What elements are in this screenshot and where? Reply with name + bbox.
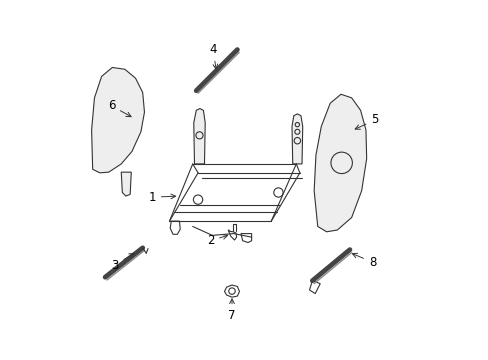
- Polygon shape: [121, 172, 131, 196]
- Polygon shape: [224, 285, 239, 297]
- Text: 3: 3: [111, 253, 134, 271]
- Polygon shape: [193, 109, 205, 164]
- Polygon shape: [91, 67, 144, 173]
- Text: 2: 2: [206, 234, 227, 247]
- Polygon shape: [309, 281, 320, 294]
- Text: 1: 1: [148, 191, 175, 204]
- Text: 4: 4: [209, 43, 217, 69]
- Text: 7: 7: [228, 299, 235, 322]
- Text: 6: 6: [107, 99, 131, 117]
- Polygon shape: [241, 234, 251, 243]
- Polygon shape: [291, 114, 302, 164]
- Text: 5: 5: [354, 113, 378, 129]
- Polygon shape: [313, 94, 366, 232]
- Polygon shape: [170, 221, 180, 234]
- Text: 8: 8: [352, 253, 375, 269]
